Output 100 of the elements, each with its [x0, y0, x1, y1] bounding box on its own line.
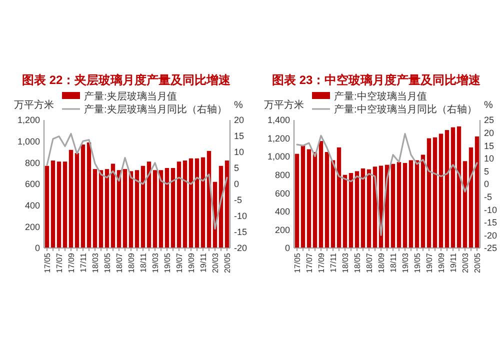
x-tick-label: 17/07 — [304, 252, 314, 274]
bar — [104, 169, 110, 248]
y2-tick-label: 10 — [484, 154, 494, 164]
line-series — [46, 132, 228, 230]
bar — [408, 160, 414, 248]
bar — [62, 162, 68, 248]
x-tick-label: 17/11 — [78, 252, 88, 272]
bar — [188, 158, 194, 248]
y2-tick-label: -15 — [484, 218, 498, 228]
x-tick-label: 19/09 — [186, 252, 196, 274]
bar — [122, 169, 128, 248]
y2-tick-label: 10 — [234, 147, 244, 158]
bar — [462, 161, 468, 248]
bar — [176, 162, 182, 248]
y-axis-title: 万平方米 — [14, 99, 54, 111]
bar — [342, 174, 348, 248]
bar — [92, 169, 98, 248]
x-tick-label: 19/05 — [412, 252, 422, 274]
bar — [56, 162, 62, 248]
bar — [134, 170, 140, 248]
y-tick-label: 200 — [24, 222, 40, 232]
bar — [414, 160, 420, 248]
y-tick-label: 1,000 — [267, 152, 290, 162]
bar — [182, 160, 188, 248]
legend-label: 产量:中空玻璃当月同比（右轴） — [334, 104, 477, 116]
chart-title: 图表 22：夹层玻璃月度产量及同比增速 — [22, 73, 232, 87]
y-tick-label: 400 — [274, 206, 290, 217]
bar — [98, 170, 104, 248]
x-tick-label: 18/07 — [364, 252, 374, 274]
x-tick-label: 19/05 — [162, 252, 172, 274]
bar — [200, 157, 206, 248]
x-tick-label: 18/09 — [376, 252, 386, 274]
y2-tick-label: 5 — [234, 163, 240, 174]
bar — [474, 136, 480, 248]
bar — [336, 147, 342, 248]
y2-tick-label: 15 — [484, 140, 494, 151]
y-tick-label: 1,200 — [267, 133, 290, 144]
bar — [402, 162, 408, 248]
y-tick-label: 1,000 — [17, 136, 40, 146]
bar — [294, 154, 300, 248]
y-tick-label: 800 — [274, 170, 290, 180]
y2-tick-label: 5 — [484, 166, 490, 176]
bar — [50, 160, 56, 248]
y2-tick-label: -5 — [234, 195, 242, 206]
y2-axis-title: % — [234, 100, 243, 111]
y2-tick-label: -25 — [484, 243, 498, 254]
legend-label: 产量:中空玻璃当月值 — [334, 90, 427, 102]
x-tick-label: 18/05 — [352, 252, 362, 274]
bar — [86, 142, 92, 248]
y2-tick-label: 0 — [484, 179, 490, 190]
bar — [366, 169, 372, 248]
x-tick-label: 19/03 — [400, 252, 410, 274]
x-tick-label: 19/09 — [436, 252, 446, 274]
bar — [224, 160, 230, 248]
y-tick-label: 0 — [34, 243, 40, 254]
bar — [318, 141, 324, 248]
bar — [468, 147, 474, 248]
x-tick-label: 17/11 — [328, 252, 338, 272]
x-tick-label: 18/11 — [138, 252, 148, 272]
y-tick-label: 600 — [24, 179, 40, 190]
bar — [140, 166, 146, 248]
y2-tick-label: -20 — [234, 243, 248, 254]
bar — [44, 166, 50, 248]
y-tick-label: 400 — [24, 200, 40, 210]
x-tick-label: 20/05 — [472, 252, 482, 274]
bar — [300, 146, 306, 248]
y2-tick-label: 0 — [234, 179, 240, 190]
y2-tick-label: 15 — [234, 131, 244, 142]
y2-tick-label: -5 — [484, 192, 492, 202]
bar — [110, 164, 116, 248]
bar — [194, 158, 200, 248]
y2-axis-title: % — [484, 100, 493, 111]
x-tick-label: 17/05 — [42, 252, 52, 274]
bar — [390, 164, 396, 248]
bar — [164, 168, 170, 248]
bar — [354, 171, 360, 248]
x-tick-label: 18/11 — [388, 252, 398, 272]
x-tick-label: 19/11 — [448, 252, 458, 272]
x-tick-label: 19/11 — [198, 252, 208, 272]
bar — [420, 154, 426, 248]
x-tick-label: 18/09 — [126, 252, 136, 274]
y-tick-label: 200 — [274, 224, 290, 235]
x-tick-label: 17/09 — [66, 252, 76, 274]
bar — [360, 168, 366, 248]
y2-tick-label: -10 — [484, 204, 498, 215]
bar — [348, 173, 354, 248]
bar — [158, 170, 164, 248]
legend-label: 产量:夹层玻璃当月同比（右轴） — [84, 104, 227, 116]
x-tick-label: 19/03 — [150, 252, 160, 274]
bar — [438, 134, 444, 248]
x-tick-label: 17/07 — [54, 252, 64, 274]
y2-tick-label: -15 — [234, 227, 248, 238]
y-tick-label: 0 — [284, 243, 290, 254]
y2-tick-label: 20 — [234, 115, 244, 126]
bar — [146, 162, 152, 248]
bar — [68, 150, 74, 248]
bar — [432, 137, 438, 248]
y-tick-label: 600 — [274, 188, 290, 198]
y2-tick-label: -10 — [234, 211, 248, 222]
y-tick-label: 800 — [24, 158, 40, 168]
